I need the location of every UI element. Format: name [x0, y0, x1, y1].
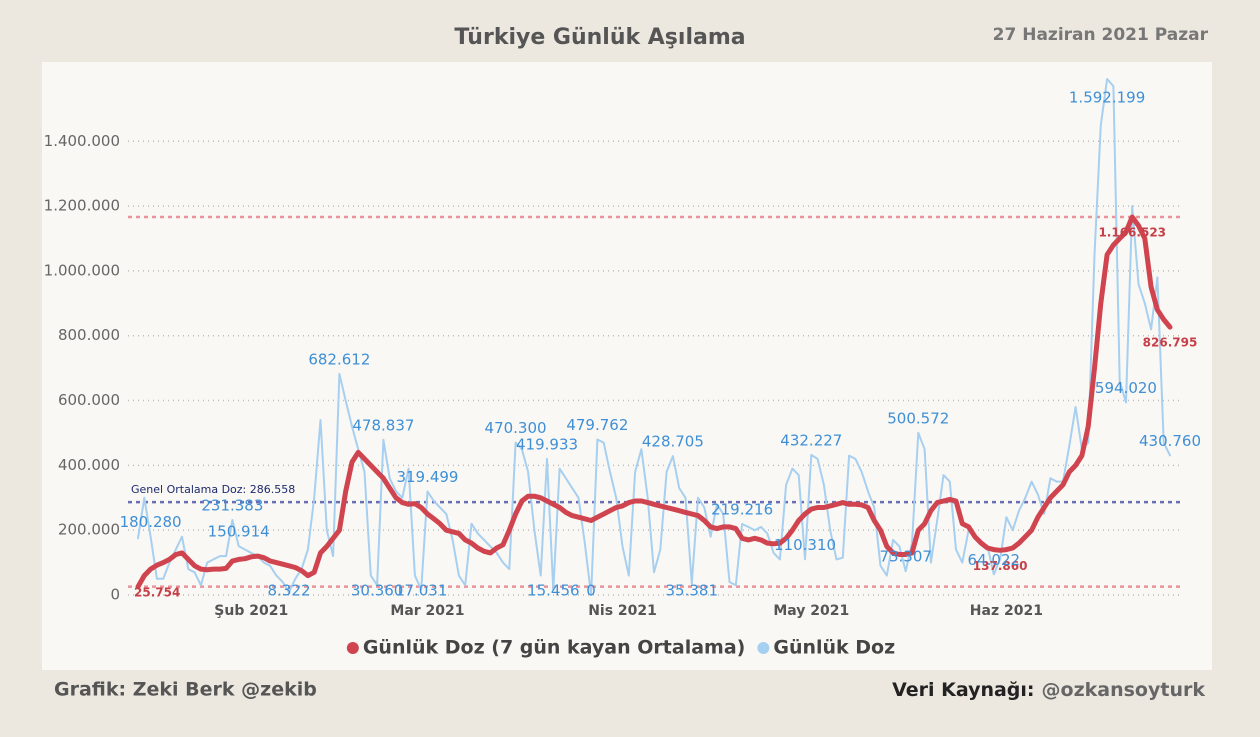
- data-label: 15.456: [527, 582, 580, 600]
- y-tick-label: 1.400.000: [44, 132, 120, 150]
- data-label: 0: [586, 582, 596, 600]
- data-label: 180.280: [120, 513, 182, 531]
- data-label: 682.612: [308, 350, 370, 368]
- data-label: 110.310: [774, 536, 836, 554]
- data-label: 430.760: [1139, 432, 1201, 450]
- data-label: 1.166.523: [1098, 225, 1166, 239]
- y-tick-label: 1.200.000: [44, 197, 120, 215]
- data-label: 137.860: [973, 559, 1028, 573]
- data-label: 150.914: [208, 523, 270, 541]
- data-label: 8.322: [268, 582, 311, 600]
- series-line: [137, 78, 1171, 596]
- data-label: 470.300: [485, 419, 547, 437]
- date: 27 Haziran 2021 Pazar: [993, 25, 1209, 45]
- data-label: 432.227: [780, 431, 842, 449]
- data-label: 17.031: [395, 582, 448, 600]
- x-tick-label: May 2021: [773, 603, 849, 619]
- legend: Günlük Doz (7 gün kayan Ortalama) Günlük …: [346, 637, 895, 659]
- data-label: 478.837: [352, 416, 414, 434]
- x-tick-label: Haz 2021: [970, 603, 1043, 619]
- data-label: 73.307: [879, 548, 932, 566]
- chart-title: Türkiye Günlük Aşılama: [454, 25, 745, 50]
- x-tick-label: Nis 2021: [588, 603, 657, 619]
- data-label: 1.592.199: [1069, 89, 1145, 107]
- source-label: Veri Kaynağı:: [892, 679, 1034, 701]
- y-tick-label: 600.000: [58, 391, 120, 409]
- y-tick-label: 400.000: [58, 456, 120, 474]
- source: Veri Kaynağı: @ozkansoyturk: [892, 679, 1205, 701]
- data-label: 419.933: [516, 435, 578, 453]
- x-tick-label: Mar 2021: [390, 603, 464, 619]
- data-label: 319.499: [396, 468, 458, 486]
- data-label: 30.360: [351, 582, 404, 600]
- legend-marker: [757, 642, 770, 654]
- y-tick-label: 800.000: [58, 326, 120, 344]
- y-tick-label: 0: [110, 586, 120, 604]
- legend-label: Günlük Doz (7 gün kayan Ortalama): [363, 637, 746, 659]
- data-label: 500.572: [887, 409, 949, 427]
- data-label: 479.762: [566, 416, 628, 434]
- data-label: 826.795: [1143, 336, 1198, 350]
- legend-marker: [346, 642, 359, 654]
- series-line: [135, 214, 1173, 590]
- data-label: 25.754: [134, 586, 180, 600]
- data-label: 594.020: [1095, 379, 1157, 397]
- data-label: 428.705: [642, 433, 704, 451]
- y-tick-label: 200.000: [58, 521, 120, 539]
- reference-label: Genel Ortalama Doz: 286.558: [131, 483, 295, 496]
- data-label: 64.022: [968, 551, 1021, 569]
- data-label: 219.216: [711, 500, 773, 518]
- data-label: 231.383: [201, 497, 263, 515]
- x-tick-label: Şub 2021: [214, 603, 288, 619]
- y-tick-label: 1.000.000: [44, 261, 120, 279]
- legend-label: Günlük Doz: [773, 637, 895, 659]
- source-handle: @ozkansoyturk: [1042, 679, 1206, 701]
- credit: Grafik: Zeki Berk @zekib: [54, 679, 317, 701]
- plot-panel: [42, 62, 1212, 670]
- data-label: 35.381: [666, 582, 719, 600]
